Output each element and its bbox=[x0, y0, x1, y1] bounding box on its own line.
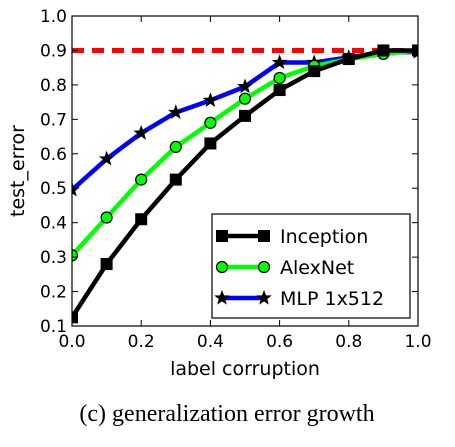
legend-marker-alexnet bbox=[215, 260, 229, 274]
data-point-alexnet bbox=[100, 211, 113, 224]
data-point-mlp-1x512 bbox=[72, 181, 80, 197]
y-tick-label: 0.8 bbox=[40, 76, 67, 96]
y-axis-label: test_error bbox=[7, 125, 29, 217]
y-tick-label: 0.4 bbox=[40, 214, 67, 234]
data-point-alexnet bbox=[169, 140, 182, 153]
legend-marker-mlp-1x512 bbox=[256, 289, 272, 305]
data-point-mlp-1x512 bbox=[168, 104, 184, 120]
data-point-inception bbox=[100, 258, 113, 270]
legend-marker-inception bbox=[258, 230, 270, 242]
data-point-inception bbox=[308, 65, 321, 78]
data-point-alexnet bbox=[135, 173, 148, 186]
data-point-inception bbox=[273, 84, 286, 97]
data-point-mlp-1x512 bbox=[237, 78, 253, 94]
legend-marker-alexnet bbox=[257, 260, 271, 274]
x-axis-label: label corruption bbox=[170, 358, 320, 380]
y-tick-label: 0.6 bbox=[40, 145, 67, 165]
y-tick-label: 0.1 bbox=[40, 317, 67, 337]
data-point-alexnet bbox=[238, 92, 252, 105]
axes: 0.0 0.2 0.4 0.6 0.8 1.0 0.1 0.2 0.3 0.4 0.5 0.6 0.7 0… bbox=[40, 7, 432, 352]
y-tick-label: 0.7 bbox=[40, 110, 67, 130]
legend: Inception AlexNet MLP 1x512 bbox=[211, 213, 411, 319]
x-tick-label: 0.8 bbox=[335, 332, 362, 352]
figure-caption: (c) generalization error growth bbox=[79, 401, 374, 427]
legend-label-inception: Inception bbox=[280, 226, 368, 248]
x-tick-label: 1.0 bbox=[404, 332, 431, 352]
legend-marker-mlp-1x512 bbox=[214, 289, 230, 305]
legend-label-mlp-1x512: MLP 1x512 bbox=[280, 288, 384, 310]
y-tick-label: 0.5 bbox=[40, 179, 67, 199]
plot-content bbox=[72, 44, 418, 324]
data-point-alexnet bbox=[204, 116, 217, 129]
x-tick-label: 0.6 bbox=[266, 332, 293, 352]
data-point-mlp-1x512 bbox=[98, 150, 115, 166]
data-point-inception bbox=[169, 173, 182, 186]
plot-area bbox=[72, 44, 418, 324]
y-tick-label: 0.2 bbox=[40, 283, 67, 303]
data-point-inception bbox=[239, 109, 251, 122]
data-point-inception bbox=[377, 44, 390, 57]
legend-marker-inception bbox=[216, 230, 228, 242]
y-tick-label: 1.0 bbox=[40, 7, 67, 27]
data-point-inception bbox=[72, 311, 78, 324]
y-tick-label: 0.9 bbox=[40, 41, 67, 61]
data-point-mlp-1x512 bbox=[271, 54, 288, 70]
data-point-mlp-1x512 bbox=[202, 92, 219, 107]
x-tick-label: 0.2 bbox=[128, 332, 155, 352]
data-point-alexnet bbox=[273, 71, 286, 85]
data-point-inception bbox=[135, 213, 148, 226]
data-point-inception bbox=[342, 53, 355, 66]
y-tick-label: 0.3 bbox=[40, 248, 67, 268]
data-point-inception bbox=[204, 137, 217, 150]
x-tick-label: 0.0 bbox=[58, 332, 85, 352]
data-point-mlp-1x512 bbox=[133, 124, 149, 140]
legend-label-alexnet: AlexNet bbox=[280, 257, 354, 279]
plot-frame bbox=[71, 15, 419, 327]
data-point-alexnet bbox=[72, 249, 79, 262]
x-tick-label: 0.4 bbox=[197, 332, 224, 352]
